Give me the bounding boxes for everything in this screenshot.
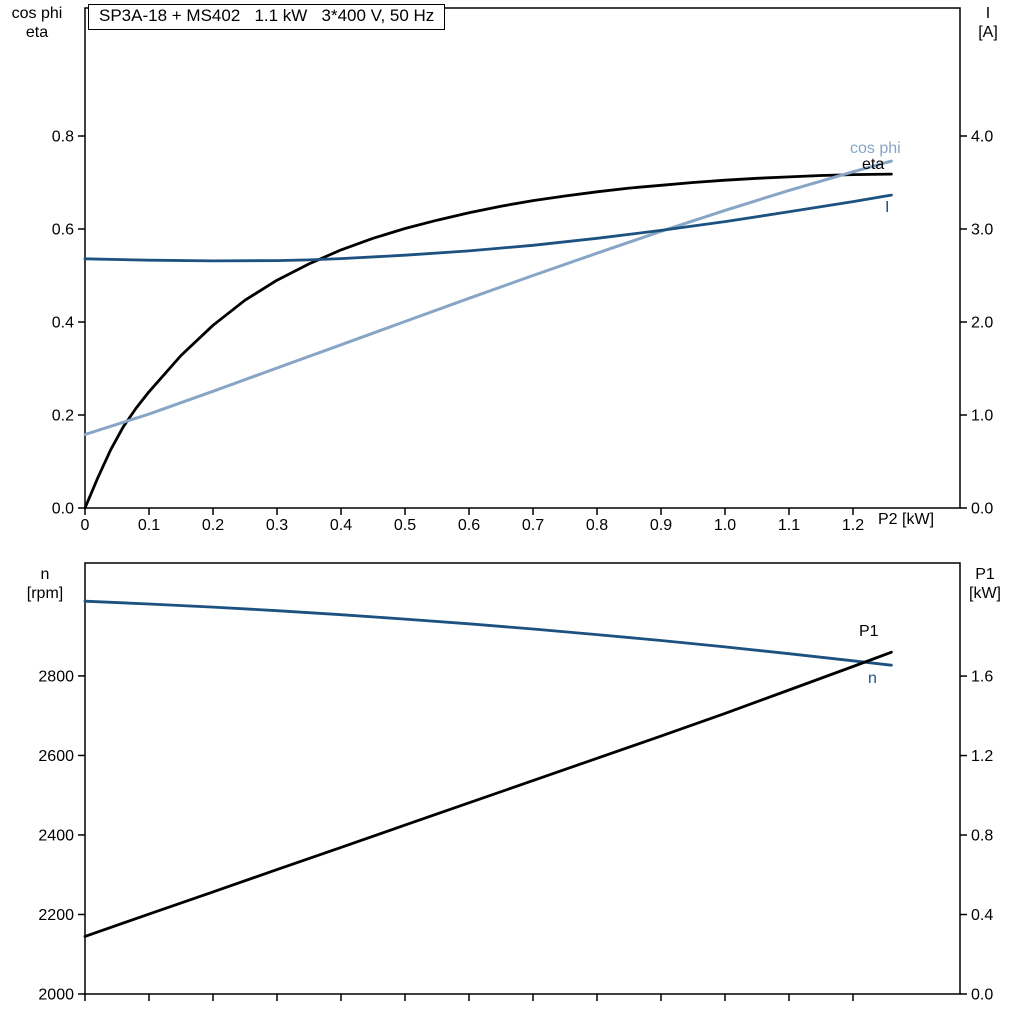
left-tick-label: 0.2 — [52, 408, 74, 425]
right-tick-label: 4.0 — [971, 128, 993, 145]
x-tick-label: 0.5 — [394, 517, 416, 534]
curve-label-speed: n — [868, 670, 877, 687]
mechanical-panel-frame — [84, 562, 961, 995]
left-tick-label: 2600 — [38, 748, 74, 765]
left-tick-label: 2400 — [38, 827, 74, 844]
x-tick-label: 0.4 — [330, 517, 352, 534]
right-tick-label: 0.0 — [971, 987, 993, 1004]
electrical-panel-frame — [84, 7, 961, 509]
p1-axis-label-line2: [kW] — [969, 585, 1001, 602]
x-tick-label: 1.2 — [842, 517, 864, 534]
right-tick-label: 2.0 — [971, 314, 993, 331]
x-tick-label: 0.1 — [138, 517, 160, 534]
right-tick-label: 0.8 — [971, 828, 993, 845]
x-tick-label: 0.3 — [266, 517, 288, 534]
bottom-right-axis-label: P1 [kW] — [952, 565, 1018, 603]
curve-label-cos-phi: cos phi — [850, 140, 901, 157]
left-tick-label: 2000 — [38, 987, 74, 1004]
left-tick-label: 2800 — [38, 668, 74, 685]
cos-phi-eta-axis-label-line2: eta — [25, 24, 49, 41]
left-tick-label: 0.0 — [52, 501, 74, 518]
right-tick-label: 3.0 — [971, 221, 993, 238]
right-tick-label: 1.6 — [971, 669, 993, 686]
current-axis-label-line1: I — [985, 5, 991, 22]
top-right-axis-label: I [A] — [958, 4, 1018, 42]
x-tick-label: 0 — [81, 517, 90, 534]
curve-p1 — [83, 650, 893, 938]
left-tick-label: 2200 — [38, 907, 74, 924]
x-tick-label: 0.7 — [522, 517, 544, 534]
x-tick-label: 0.6 — [458, 517, 480, 534]
speed-axis-label-line1: n — [40, 566, 50, 583]
curve-label-current: I — [885, 199, 890, 216]
current-axis-label-line2: [A] — [978, 24, 998, 41]
x-tick-label: 0.2 — [202, 517, 224, 534]
curve-label-p1: P1 — [859, 623, 879, 640]
right-tick-label: 0.0 — [971, 501, 993, 518]
x-tick-label: 1.1 — [778, 517, 800, 534]
x-tick-label: 0.8 — [586, 517, 608, 534]
curve-cos-phi — [83, 159, 893, 436]
left-tick-label: 0.6 — [52, 222, 74, 239]
curve-speed — [83, 599, 893, 667]
curve-current — [83, 193, 893, 263]
left-tick-label: 0.8 — [52, 129, 74, 146]
x-axis-unit-label: P2 [kW] — [878, 511, 935, 528]
right-tick-label: 0.4 — [971, 907, 993, 924]
cos-phi-eta-axis-label-line1: cos phi — [11, 5, 63, 22]
p1-axis-label-line1: P1 — [975, 566, 995, 583]
chart-title: SP3A-18 + MS402 1.1 kW 3*400 V, 50 Hz — [88, 4, 446, 30]
speed-axis-label-line2: [rpm] — [26, 585, 64, 602]
curve-label-eta: eta — [862, 156, 885, 173]
x-tick-label: 0.9 — [650, 517, 672, 534]
right-tick-label: 1.0 — [971, 407, 993, 424]
bottom-left-axis-label: n [rpm] — [10, 565, 80, 603]
top-left-axis-label: cos phi eta — [2, 4, 72, 42]
curve-eta — [83, 172, 893, 510]
x-tick-label: 1.0 — [714, 517, 736, 534]
left-tick-label: 0.4 — [52, 315, 74, 332]
right-tick-label: 1.2 — [971, 748, 993, 765]
